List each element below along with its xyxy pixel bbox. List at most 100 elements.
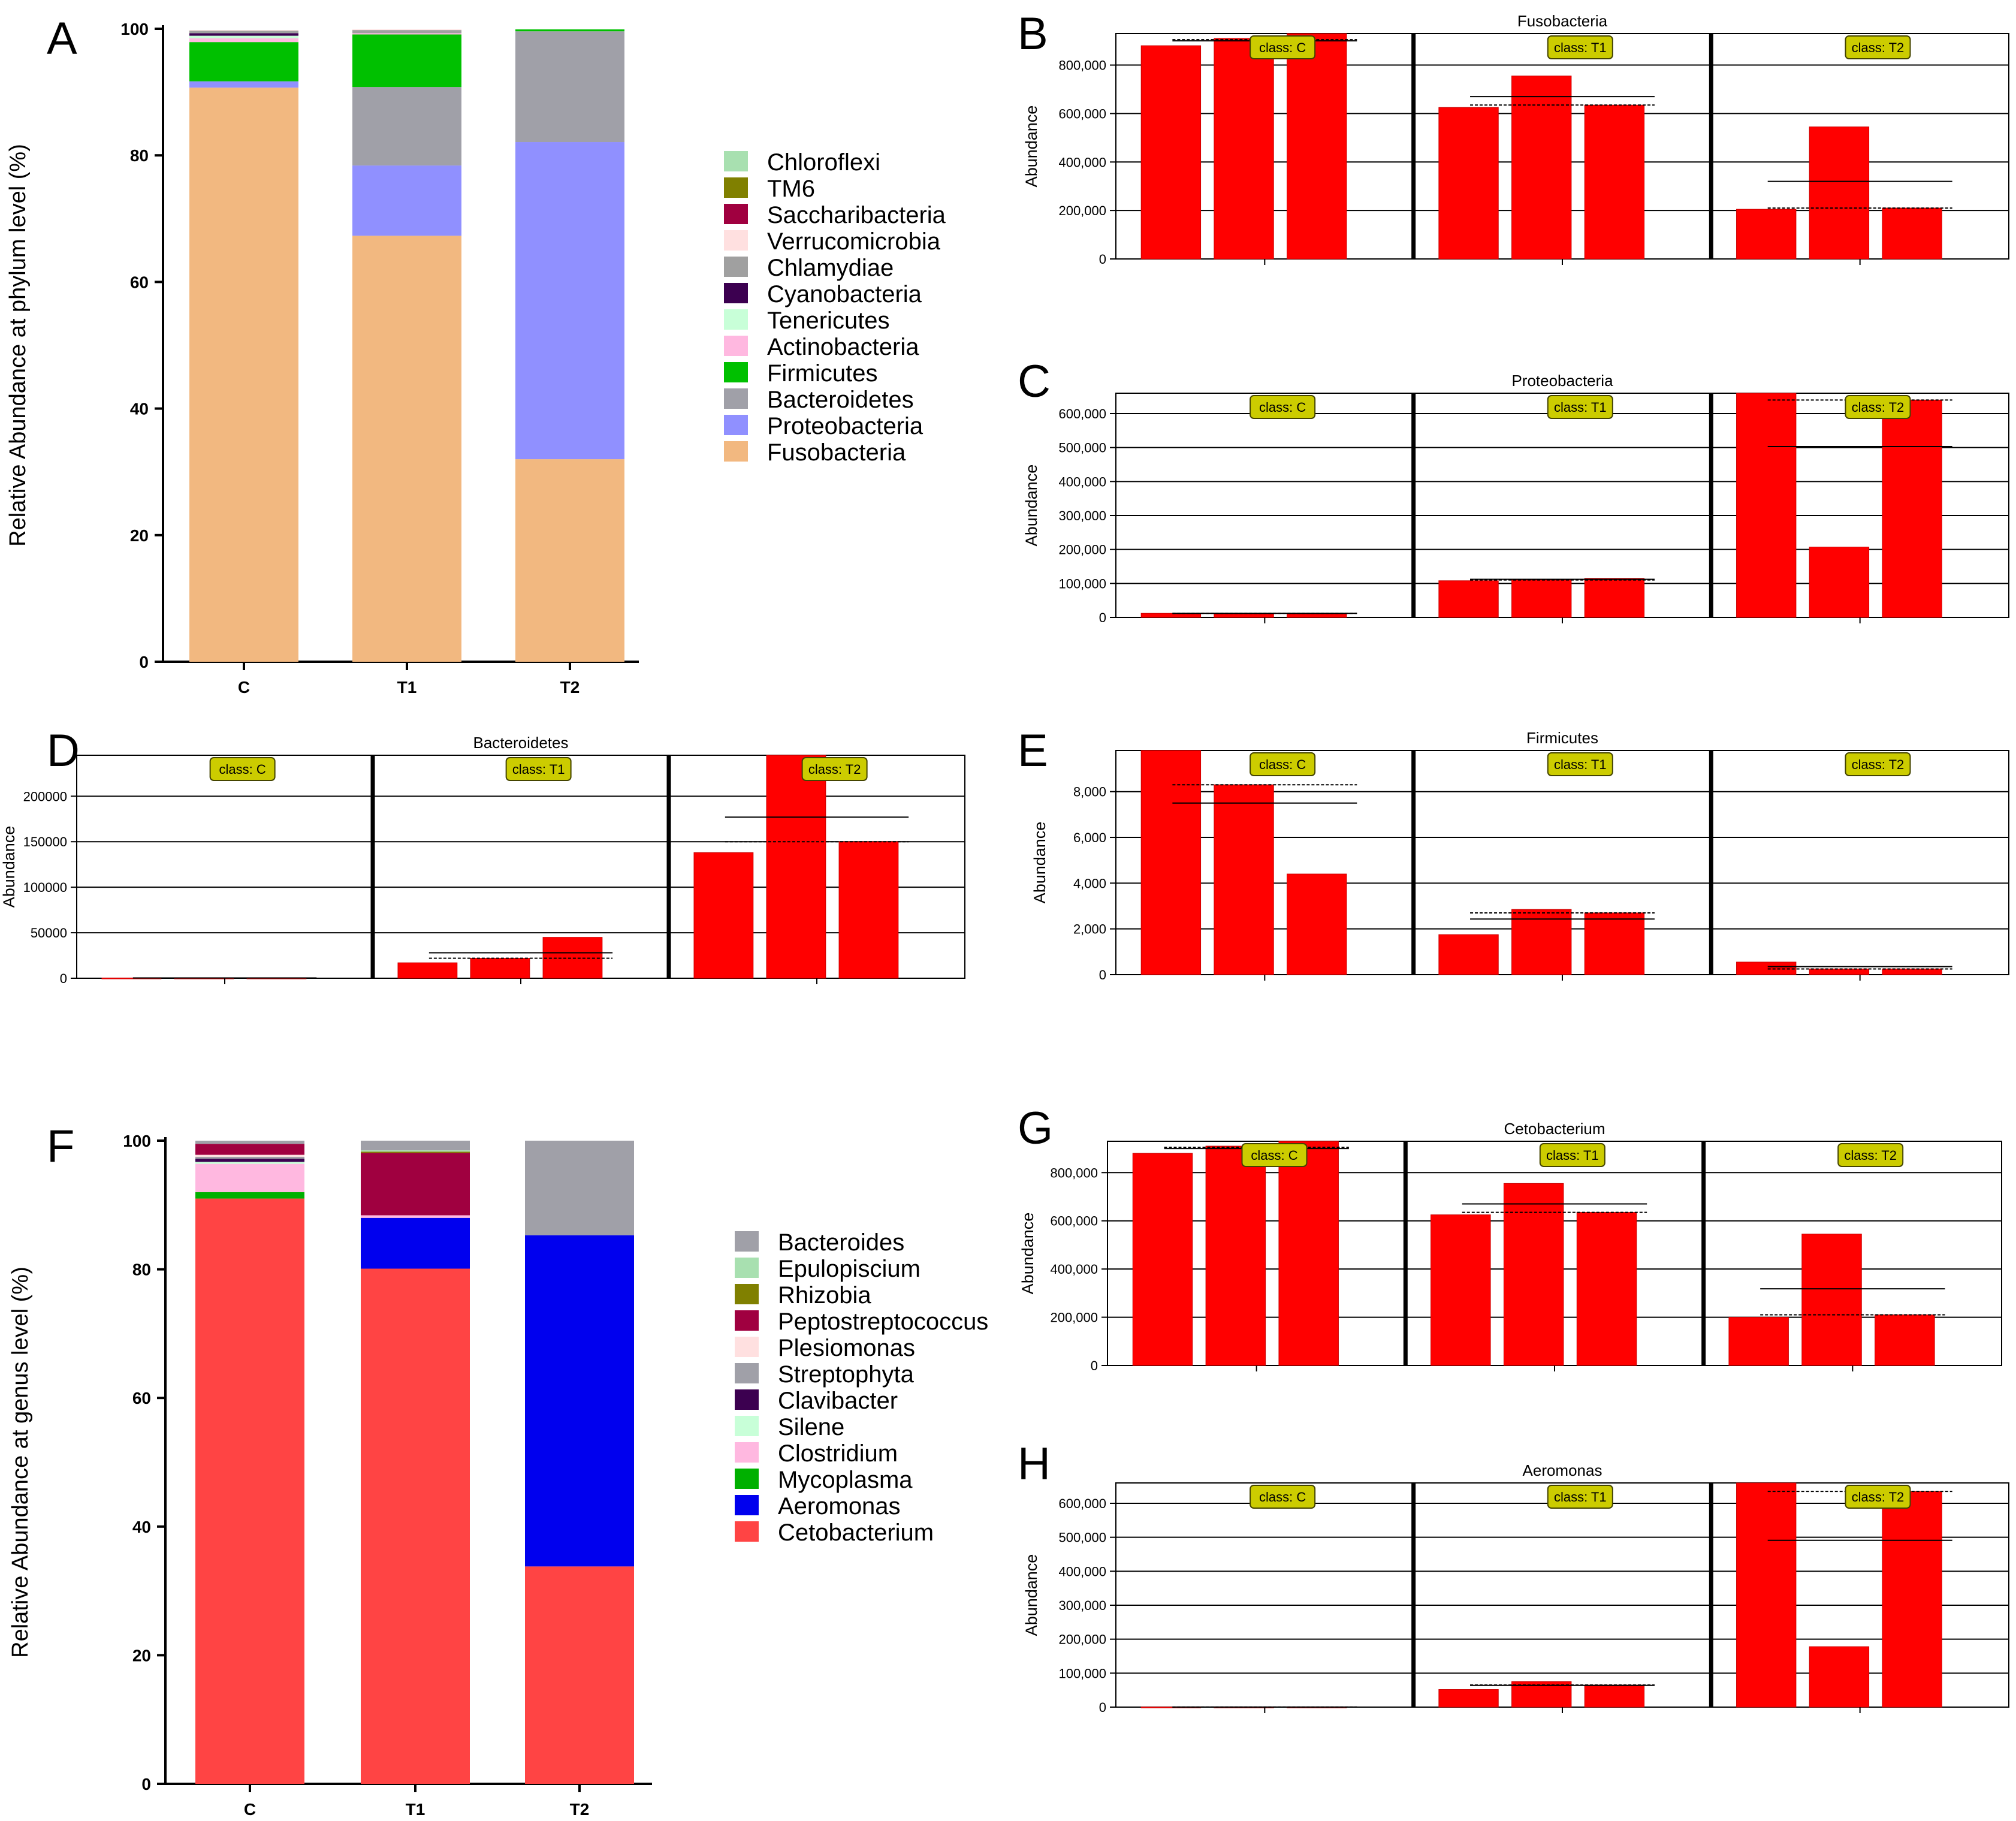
- abundance-bar: [1728, 1317, 1789, 1366]
- class-label: class: T2: [1852, 40, 1905, 55]
- panel-e-bar-chart: Firmicutes 0 2,000 4,000 6,000 8,000 Abundance…: [1031, 729, 2009, 982]
- bar-segment: [189, 33, 298, 36]
- y-tick-label: 100000: [23, 880, 67, 895]
- legend-label: Rhizobia: [778, 1282, 871, 1309]
- bar-segment: [195, 1163, 304, 1192]
- y-tick-label: 200,000: [1058, 203, 1106, 218]
- y-tick-label: 50000: [31, 925, 67, 940]
- y-tick-label: 200,000: [1058, 542, 1106, 557]
- y-tick-label: 0: [1099, 1700, 1106, 1715]
- legend-swatch: [724, 415, 748, 435]
- abundance-bar: [1809, 968, 1870, 975]
- legend-swatch: [724, 336, 748, 356]
- y-tick-label: 300,000: [1058, 508, 1106, 523]
- x-tick-label: C: [244, 1800, 256, 1819]
- y-tick-label: 100: [120, 20, 149, 38]
- y-axis-title: Abundance: [1031, 822, 1049, 904]
- abundance-bar: [1438, 580, 1499, 618]
- legend-swatch: [724, 362, 748, 382]
- y-tick-label: 2,000: [1073, 922, 1106, 937]
- y-tick-label: 40: [132, 1518, 151, 1536]
- bar-segment: [361, 1153, 470, 1216]
- y-axis-title: Abundance: [1022, 1554, 1040, 1636]
- class-label: class: T2: [1852, 1490, 1905, 1505]
- bar-segment: [361, 1217, 470, 1269]
- panel-letter-e: E: [1018, 725, 1048, 776]
- class-label: class: T2: [808, 762, 861, 777]
- legend-label: Bacteroides: [778, 1229, 904, 1256]
- abundance-bar: [1140, 613, 1202, 618]
- abundance-bar: [1287, 613, 1347, 618]
- abundance-bar: [1801, 1234, 1862, 1366]
- bar-segment: [195, 1198, 304, 1784]
- y-axis-title: Relative Abundance at phylum level (%): [5, 144, 31, 547]
- abundance-bar: [1736, 1482, 1797, 1708]
- abundance-bar: [1205, 1145, 1266, 1366]
- class-label: class: C: [219, 762, 266, 777]
- abundance-bar: [1278, 1141, 1339, 1366]
- class-label-box: [1250, 395, 1316, 419]
- chart-title: Bacteroidetes: [473, 734, 569, 752]
- bar-segment: [352, 236, 461, 662]
- legend-label: Firmicutes: [767, 360, 877, 387]
- abundance-bar: [1809, 1646, 1870, 1708]
- bar-segment: [352, 165, 461, 236]
- legend-swatch: [735, 1442, 759, 1463]
- class-label: class: T1: [1554, 757, 1607, 772]
- y-tick-label: 600,000: [1050, 1214, 1098, 1229]
- class-label-box: [801, 757, 868, 781]
- abundance-bar: [1882, 968, 1942, 975]
- y-tick-label: 0: [1099, 967, 1106, 982]
- class-label-box: [1250, 1485, 1316, 1509]
- bar-segment: [361, 1215, 470, 1218]
- abundance-bar: [470, 958, 530, 979]
- y-tick-label: 0: [1099, 610, 1106, 625]
- class-label-box: [1837, 1143, 1904, 1167]
- y-tick-label: 600,000: [1058, 1496, 1106, 1511]
- legend-swatch: [735, 1231, 759, 1252]
- y-tick-label: 100: [123, 1132, 151, 1150]
- class-label-box: [1845, 1485, 1911, 1509]
- abundance-bar: [1511, 76, 1572, 260]
- abundance-bar: [1287, 33, 1347, 260]
- abundance-bar: [693, 852, 754, 979]
- panel-g-bar-chart: Cetobacterium 0 200,000 400,000 600,000 800,0…: [1019, 1120, 2002, 1373]
- legend-swatch: [735, 1521, 759, 1542]
- y-tick-label: 800,000: [1058, 58, 1106, 73]
- panel-d-bar-chart: Bacteroidetes 0 50000 100000 150000 200000 Abu…: [0, 734, 965, 986]
- abundance-bar: [1214, 613, 1274, 618]
- y-tick-label: 200,000: [1050, 1310, 1098, 1325]
- y-tick-label: 8,000: [1073, 785, 1106, 800]
- bar-segment: [352, 34, 461, 88]
- y-tick-label: 0: [1099, 252, 1106, 267]
- abundance-bar: [1584, 912, 1645, 975]
- x-tick-label: T1: [406, 1800, 425, 1819]
- abundance-bar: [1882, 1491, 1942, 1708]
- legend-label: Aeromonas: [778, 1493, 901, 1519]
- y-tick-label: 500,000: [1058, 1530, 1106, 1545]
- abundance-bar: [1430, 1214, 1491, 1366]
- panel-letter-g: G: [1018, 1103, 1053, 1154]
- class-label: class: C: [1259, 757, 1306, 772]
- bar-segment: [195, 1162, 304, 1164]
- abundance-bar: [1438, 107, 1499, 260]
- panel-letter-b: B: [1018, 8, 1048, 59]
- legend-swatch: [735, 1389, 759, 1410]
- x-tick-label: T2: [570, 1800, 590, 1819]
- legend-label: Actinobacteria: [767, 334, 919, 360]
- abundance-bar: [1438, 934, 1499, 975]
- legend-label: Verrucomicrobia: [767, 228, 941, 255]
- bar-segment: [189, 35, 298, 38]
- y-tick-label: 600,000: [1058, 106, 1106, 121]
- class-label: class: C: [1259, 400, 1306, 415]
- class-label: class: C: [1259, 40, 1306, 55]
- legend-label: Chlamydiae: [767, 255, 894, 281]
- bar-segment: [189, 30, 298, 31]
- legend-swatch: [735, 1258, 759, 1278]
- panel-letter-f: F: [47, 1121, 74, 1172]
- y-tick-label: 0: [1091, 1358, 1098, 1373]
- bar-segment: [195, 1156, 304, 1159]
- legend-label: Chloroflexi: [767, 149, 880, 176]
